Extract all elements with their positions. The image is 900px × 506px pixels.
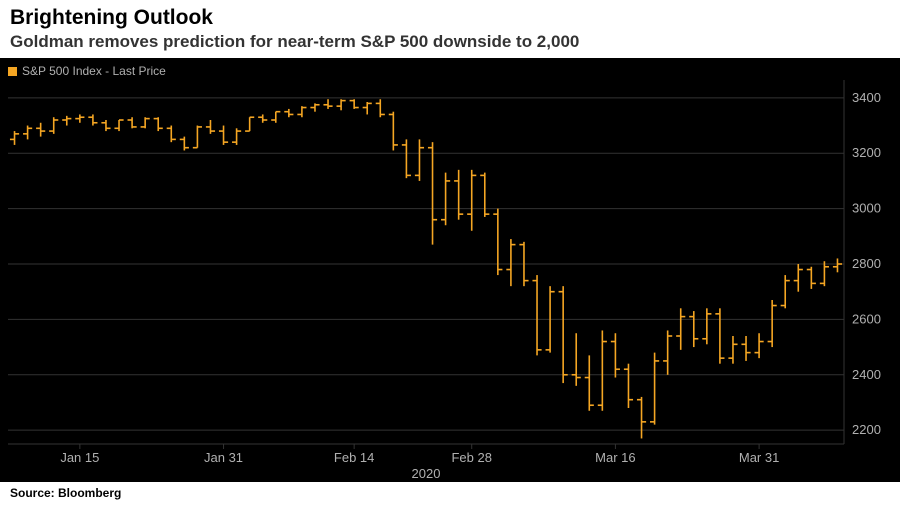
svg-text:Jan 31: Jan 31	[204, 450, 243, 465]
chart-subtitle: Goldman removes prediction for near-term…	[10, 32, 890, 52]
svg-text:2020: 2020	[412, 466, 441, 481]
source-label: Source: Bloomberg	[10, 486, 121, 500]
svg-text:3400: 3400	[852, 90, 881, 105]
svg-text:2400: 2400	[852, 367, 881, 382]
svg-text:Mar 16: Mar 16	[595, 450, 635, 465]
svg-text:3000: 3000	[852, 201, 881, 216]
svg-text:Feb 28: Feb 28	[451, 450, 491, 465]
svg-text:2800: 2800	[852, 256, 881, 271]
header: Brightening Outlook Goldman removes pred…	[0, 0, 900, 58]
chart-card: Brightening Outlook Goldman removes pred…	[0, 0, 900, 506]
ohlc-chart: 2200 2400 2600 2800 3000 3200 3400 Jan 15 Jan 31…	[0, 58, 900, 482]
legend-label: S&P 500 Index - Last Price	[22, 64, 166, 78]
chart-area: S&P 500 Index - Last Price 2200240026002…	[0, 58, 900, 482]
svg-text:2600: 2600	[852, 311, 881, 326]
legend-swatch-icon	[8, 67, 17, 76]
legend: S&P 500 Index - Last Price	[8, 64, 166, 78]
footer: Source: Bloomberg	[0, 482, 900, 506]
svg-text:3200: 3200	[852, 145, 881, 160]
svg-text:Jan 15: Jan 15	[60, 450, 99, 465]
svg-text:Feb 14: Feb 14	[334, 450, 374, 465]
chart-title: Brightening Outlook	[10, 6, 890, 30]
svg-text:2200: 2200	[852, 422, 881, 437]
svg-text:Mar 31: Mar 31	[739, 450, 779, 465]
